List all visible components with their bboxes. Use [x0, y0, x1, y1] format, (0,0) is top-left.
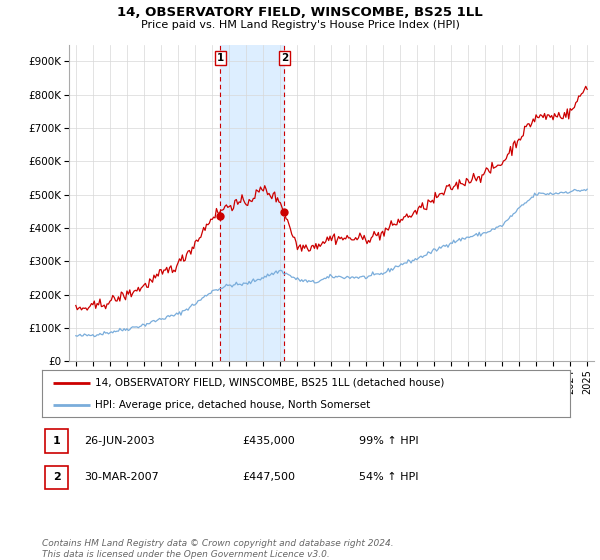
Bar: [220, 45, 284, 361]
Text: £435,000: £435,000: [242, 436, 295, 446]
Text: 2: 2: [281, 53, 288, 63]
Text: 1: 1: [53, 436, 61, 446]
Text: 26-JUN-2003: 26-JUN-2003: [84, 436, 155, 446]
Text: 30-MAR-2007: 30-MAR-2007: [84, 473, 159, 482]
Text: 2: 2: [53, 473, 61, 482]
Text: Contains HM Land Registry data © Crown copyright and database right 2024.
This d: Contains HM Land Registry data © Crown c…: [42, 539, 394, 559]
Text: 14, OBSERVATORY FIELD, WINSCOMBE, BS25 1LL: 14, OBSERVATORY FIELD, WINSCOMBE, BS25 1…: [117, 6, 483, 18]
Text: 99% ↑ HPI: 99% ↑ HPI: [359, 436, 418, 446]
Text: 54% ↑ HPI: 54% ↑ HPI: [359, 473, 418, 482]
Text: 14, OBSERVATORY FIELD, WINSCOMBE, BS25 1LL (detached house): 14, OBSERVATORY FIELD, WINSCOMBE, BS25 1…: [95, 378, 444, 388]
Bar: [44, 430, 68, 452]
Bar: [44, 466, 68, 489]
Text: £447,500: £447,500: [242, 473, 296, 482]
Text: 1: 1: [217, 53, 224, 63]
Text: Price paid vs. HM Land Registry's House Price Index (HPI): Price paid vs. HM Land Registry's House …: [140, 20, 460, 30]
Text: HPI: Average price, detached house, North Somerset: HPI: Average price, detached house, Nort…: [95, 400, 370, 410]
